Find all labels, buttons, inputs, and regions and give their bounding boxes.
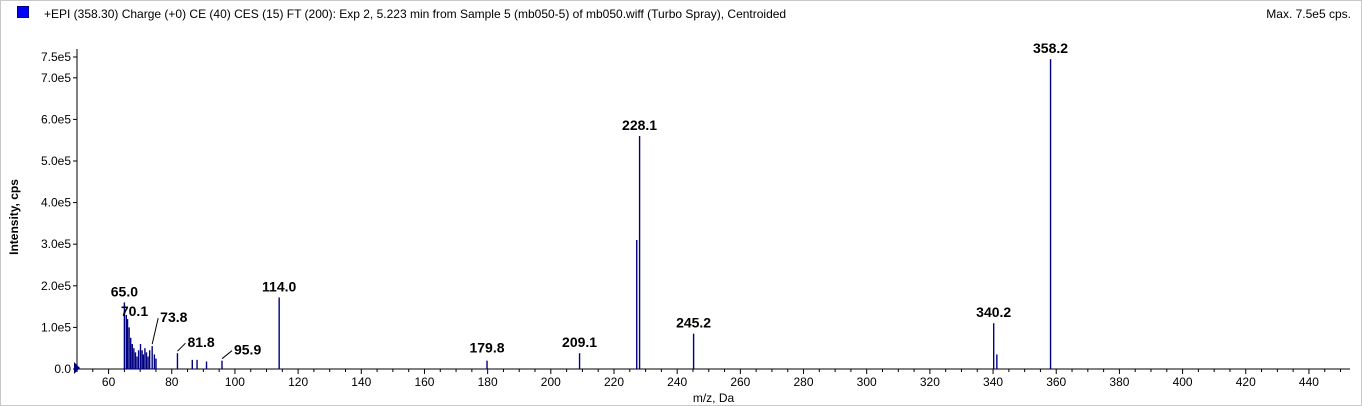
peak-labels: 65.0 70.1 73.881.8 95.9 114.0 179.8 209.1 228.1… [111,40,1068,360]
x-tick-label: 160 [414,375,434,389]
peak-label: 245.2 [676,315,711,331]
peak-label-leader [177,342,186,352]
x-tick-label: 120 [288,375,308,389]
y-tick-label: 2.0e5 [41,279,71,293]
x-tick-label: 240 [667,375,687,389]
y-tick-label: 7.5e5 [41,50,71,64]
peak-label-leader [151,318,159,345]
peak-label: 209.1 [562,334,597,350]
x-tick-label: 360 [1046,375,1066,389]
x-tick-label: 260 [730,375,750,389]
y-tick-label: 6.0e5 [41,112,71,126]
peak-label: 228.1 [622,117,657,133]
x-tick-label: 400 [1173,375,1193,389]
peak-label: 81.8 [187,334,214,350]
x-tick-label: 380 [1109,375,1129,389]
y-tick-label: 3.0e5 [41,237,71,251]
peak-label-leader [221,350,233,360]
x-tick-label: 220 [604,375,624,389]
peak-label: 95.9 [234,342,261,358]
x-tick-label: 200 [541,375,561,389]
x-tick-label: 440 [1299,375,1319,389]
peak-label: 65.0 [111,283,138,299]
max-intensity-label: Max. 7.5e5 cps. [1266,7,1351,21]
series-color-marker[interactable] [17,6,29,18]
x-tick-label: 100 [225,375,245,389]
x-axis-title: m/z, Da [693,391,735,405]
peak-label: 70.1 [121,303,148,319]
x-tick-label: 140 [351,375,371,389]
peak-label: 358.2 [1033,40,1068,56]
y-tick-label: 5.0e5 [41,154,71,168]
y-tick-label: 0.0 [54,362,71,376]
x-tick-label: 420 [1236,375,1256,389]
peak-label: 340.2 [976,304,1011,320]
y-tick-label: 4.0e5 [41,196,71,210]
x-tick-label: 300 [857,375,877,389]
x-tick-label: 280 [794,375,814,389]
y-axis-title: Intensity, cps [7,179,21,255]
peak-label: 73.8 [160,309,187,325]
x-tick-label: 320 [920,375,940,389]
x-tick-label: 340 [983,375,1003,389]
x-tick-label: 180 [478,375,498,389]
x-axis: 60 80 100 120 140 160 180 200 220 240 260 280 300 320… [76,368,1350,389]
x-tick-label: 80 [165,375,179,389]
y-tick-label: 1.0e5 [41,320,71,334]
peak-label: 179.8 [469,340,504,356]
y-tick-label: 7.0e5 [41,71,71,85]
peak-label: 114.0 [262,278,296,294]
peaks-series [123,59,1052,369]
spectrum-title: +EPI (358.30) Charge (+0) CE (40) CES (1… [44,7,787,21]
y-axis: 0.0 1.0e5 2.0e5 3.0e5 4.0e5 5.0e5 6.0e5 7.0e5 7.… [41,49,78,376]
x-tick-label: 60 [102,375,116,389]
x-axis-scroll-arrow-icon[interactable] [74,362,80,374]
